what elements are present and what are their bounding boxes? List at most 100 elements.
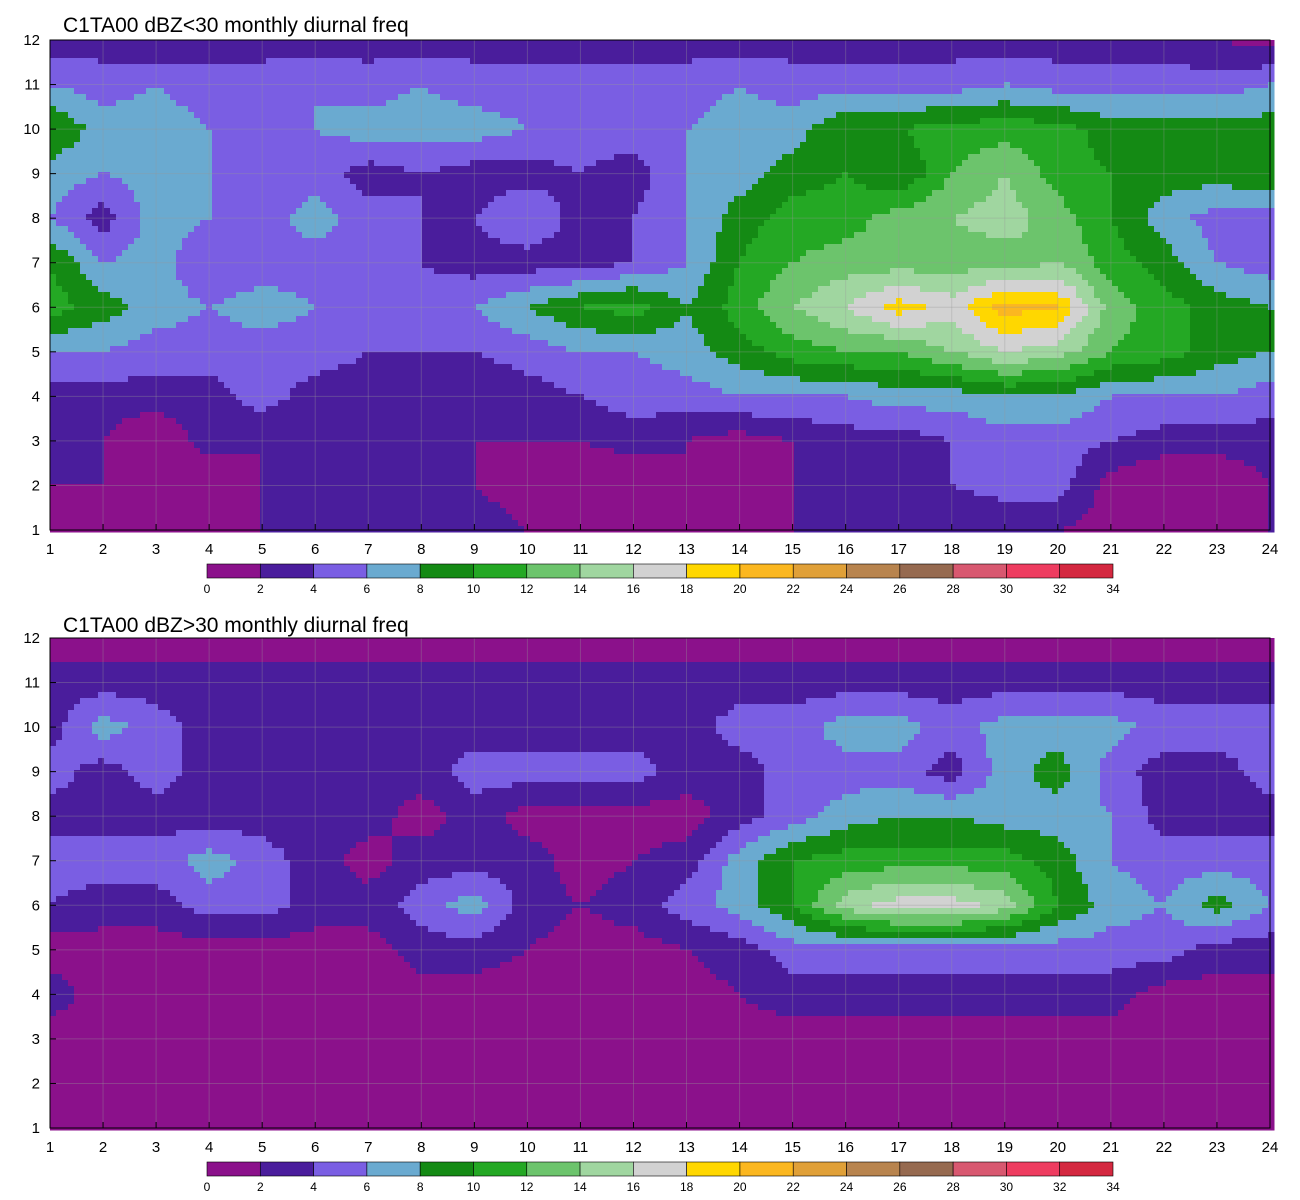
- field-cell: [104, 106, 111, 113]
- field-cell: [302, 142, 309, 149]
- field-cell: [938, 100, 945, 107]
- field-cell: [104, 160, 111, 167]
- field-cell: [1112, 94, 1119, 101]
- field-cell: [338, 88, 345, 95]
- field-cell: [452, 172, 459, 179]
- field-cell: [68, 112, 75, 119]
- field-cell: [1238, 148, 1245, 155]
- field-cell: [866, 88, 873, 95]
- field-cell: [188, 118, 195, 125]
- field-cell: [50, 154, 57, 161]
- field-cell: [1208, 118, 1215, 125]
- field-cell: [620, 166, 627, 173]
- field-cell: [254, 76, 261, 83]
- field-cell: [386, 166, 393, 173]
- field-cell: [476, 184, 483, 191]
- field-cell: [188, 46, 195, 53]
- field-cell: [866, 106, 873, 113]
- field-cell: [1118, 46, 1125, 53]
- field-cell: [680, 58, 687, 65]
- field-cell: [434, 136, 441, 143]
- field-cell: [962, 136, 969, 143]
- field-cell: [1076, 82, 1083, 89]
- field-cell: [884, 112, 891, 119]
- field-cell: [548, 178, 555, 185]
- field-cell: [548, 70, 555, 77]
- field-cell: [1208, 52, 1215, 59]
- field-cell: [1118, 64, 1125, 71]
- field-cell: [944, 64, 951, 71]
- field-cell: [146, 130, 153, 137]
- field-cell: [578, 40, 585, 47]
- field-cell: [86, 88, 93, 95]
- field-cell: [434, 82, 441, 89]
- field-cell: [266, 184, 273, 191]
- field-cell: [1148, 58, 1155, 65]
- field-cell: [902, 130, 909, 137]
- field-cell: [260, 172, 267, 179]
- field-cell: [794, 64, 801, 71]
- field-cell: [1070, 58, 1077, 65]
- field-cell: [590, 40, 597, 47]
- field-cell: [152, 118, 159, 125]
- field-cell: [710, 160, 717, 167]
- field-cell: [752, 166, 759, 173]
- field-cell: [464, 160, 471, 167]
- field-cell: [500, 166, 507, 173]
- field-cell: [1130, 118, 1137, 125]
- field-cell: [230, 52, 237, 59]
- field-cell: [176, 130, 183, 137]
- field-cell: [260, 160, 267, 167]
- field-cell: [1142, 154, 1149, 161]
- field-cell: [662, 160, 669, 167]
- field-cell: [1160, 64, 1167, 71]
- field-cell: [86, 106, 93, 113]
- field-cell: [272, 136, 279, 143]
- field-cell: [446, 58, 453, 65]
- field-cell: [68, 88, 75, 95]
- field-cell: [188, 70, 195, 77]
- field-cell: [242, 52, 249, 59]
- field-cell: [920, 160, 927, 167]
- field-cell: [1088, 130, 1095, 137]
- field-cell: [1112, 148, 1119, 155]
- field-cell: [506, 178, 513, 185]
- field-cell: [308, 46, 315, 53]
- field-cell: [1100, 52, 1107, 59]
- field-cell: [1184, 76, 1191, 83]
- field-cell: [1244, 118, 1251, 125]
- field-cell: [356, 46, 363, 53]
- field-cell: [1208, 46, 1215, 53]
- field-cell: [914, 118, 921, 125]
- field-cell: [1196, 142, 1203, 149]
- field-cell: [1028, 178, 1035, 185]
- field-cell: [866, 76, 873, 83]
- field-cell: [728, 172, 735, 179]
- field-cell: [596, 178, 603, 185]
- field-cell: [218, 130, 225, 137]
- field-cell: [1196, 58, 1203, 65]
- field-cell: [284, 94, 291, 101]
- field-cell: [890, 166, 897, 173]
- field-cell: [512, 106, 519, 113]
- field-cell: [398, 70, 405, 77]
- field-cell: [1076, 136, 1083, 143]
- field-cell: [236, 148, 243, 155]
- field-cell: [560, 166, 567, 173]
- field-cell: [242, 184, 249, 191]
- field-cell: [740, 76, 747, 83]
- field-cell: [1250, 130, 1257, 137]
- field-cell: [170, 166, 177, 173]
- field-cell: [500, 76, 507, 83]
- field-cell: [902, 58, 909, 65]
- field-cell: [602, 154, 609, 161]
- field-cell: [746, 160, 753, 167]
- field-cell: [128, 136, 135, 143]
- field-cell: [122, 112, 129, 119]
- field-cell: [626, 136, 633, 143]
- field-cell: [1136, 70, 1143, 77]
- field-cell: [1100, 148, 1107, 155]
- field-cell: [308, 40, 315, 47]
- field-cell: [494, 76, 501, 83]
- field-cell: [566, 154, 573, 161]
